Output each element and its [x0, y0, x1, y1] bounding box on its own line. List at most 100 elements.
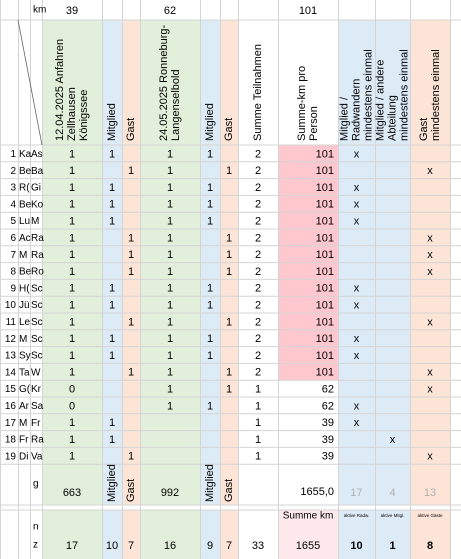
cell-fill	[102, 510, 122, 559]
cell-text: 1	[69, 300, 75, 312]
column-header: Radwandern	[350, 79, 362, 141]
column-header: Mitglied	[204, 103, 216, 141]
cell-text: Gast	[223, 479, 235, 502]
cell-text: 1	[255, 384, 261, 396]
cell-text: 2	[255, 182, 261, 194]
cell-fill	[200, 20, 220, 145]
cell-text: 1	[207, 300, 213, 312]
cell-text: 101	[316, 165, 334, 177]
cell-text: 1	[109, 300, 115, 312]
cell-text: 16	[164, 540, 176, 552]
column-header: mindestens einmal	[362, 49, 374, 141]
cell-text: 1	[226, 367, 232, 379]
cell-text: 39	[66, 5, 78, 17]
cell-fill	[410, 464, 450, 505]
row-number: 17	[5, 418, 17, 429]
cell-text: 1	[255, 434, 261, 446]
cell-text: 2	[255, 216, 261, 228]
name-first: H(	[19, 283, 30, 294]
cell-text: 101	[316, 367, 334, 379]
cell-text: x	[354, 182, 360, 194]
cell-fill	[410, 510, 450, 559]
column-header: mindestens einmal	[430, 49, 442, 141]
cell-text: 1	[69, 350, 75, 362]
cell-fill	[102, 20, 122, 145]
name-last: Ra	[31, 233, 44, 244]
name-first: M	[19, 418, 27, 429]
cell-text: 1	[389, 540, 395, 552]
row-number: 3	[10, 183, 16, 194]
name-first: Ar	[19, 401, 30, 412]
cell-text: 13	[424, 487, 436, 499]
cell-text: 1	[128, 316, 134, 328]
cell-text: 2	[255, 283, 261, 295]
cell-text: 1	[226, 316, 232, 328]
name-first: Le	[19, 317, 31, 328]
cell-text: x	[354, 148, 360, 160]
name-first: R(	[19, 183, 30, 194]
cell-text: 1	[167, 199, 173, 211]
cell-text: 1	[167, 148, 173, 160]
name-first: Di	[19, 451, 28, 462]
cell-text: 1	[69, 165, 75, 177]
diagonal-border	[17, 19, 43, 146]
cell-text: 1	[128, 165, 134, 177]
cell-text: 101	[316, 333, 334, 345]
cell-text: 1	[167, 266, 173, 278]
cell-text: 1	[167, 367, 173, 379]
cell-text: km	[33, 5, 46, 16]
row-number: 2	[10, 166, 16, 177]
highlight-fill	[278, 296, 338, 313]
cell-text: 1	[128, 451, 134, 463]
cell-text: 101	[316, 283, 334, 295]
cell-text: 1	[207, 283, 213, 295]
cell-fill	[140, 464, 200, 505]
cell-text: 1	[128, 232, 134, 244]
cell-text: 1	[109, 417, 115, 429]
cell-text: 1	[69, 417, 75, 429]
cell-fill	[375, 145, 410, 465]
column-header: Mitglied	[106, 103, 118, 141]
cell-text: 101	[316, 182, 334, 194]
cell-fill	[338, 510, 375, 559]
cell-text: 101	[316, 300, 334, 312]
cell-text: 2	[255, 367, 261, 379]
cell-text: x	[427, 249, 433, 261]
cell-fill	[200, 145, 220, 465]
cell-text: 2	[255, 249, 261, 261]
cell-text: 1	[255, 451, 261, 463]
cell-fill	[278, 510, 338, 559]
name-last: Ra	[31, 435, 44, 446]
cell-text: 101	[316, 316, 334, 328]
column-header: Person	[308, 106, 320, 141]
cell-text: 101	[316, 266, 334, 278]
cell-fill	[220, 145, 238, 465]
cell-text: 1	[109, 283, 115, 295]
cell-text: 1	[167, 165, 173, 177]
cell-fill	[140, 145, 200, 465]
cell-text: 1	[167, 350, 173, 362]
cell-text: x	[390, 434, 396, 446]
cell-fill	[338, 20, 375, 145]
name-last: Fr	[31, 418, 41, 429]
cell-text: 1	[207, 182, 213, 194]
cell-text: 1	[128, 367, 134, 379]
cell-text: 101	[316, 199, 334, 211]
name-first: Be	[19, 267, 32, 278]
cell-text: 1	[167, 316, 173, 328]
cell-text: 1	[69, 199, 75, 211]
cell-text: 1	[109, 182, 115, 194]
column-header: Zellhausen	[66, 87, 78, 141]
highlight-fill	[278, 313, 338, 330]
cell-text: 2	[255, 148, 261, 160]
cell-text: 1	[167, 384, 173, 396]
cell-text: x	[427, 316, 433, 328]
cell-text: 7	[226, 540, 232, 552]
cell-text: 62	[322, 384, 334, 396]
cell-fill	[410, 145, 450, 465]
cell-text: 9	[207, 540, 213, 552]
cell-text: 1	[69, 283, 75, 295]
cell-text: 1	[69, 249, 75, 261]
cell-text: 1	[226, 249, 232, 261]
